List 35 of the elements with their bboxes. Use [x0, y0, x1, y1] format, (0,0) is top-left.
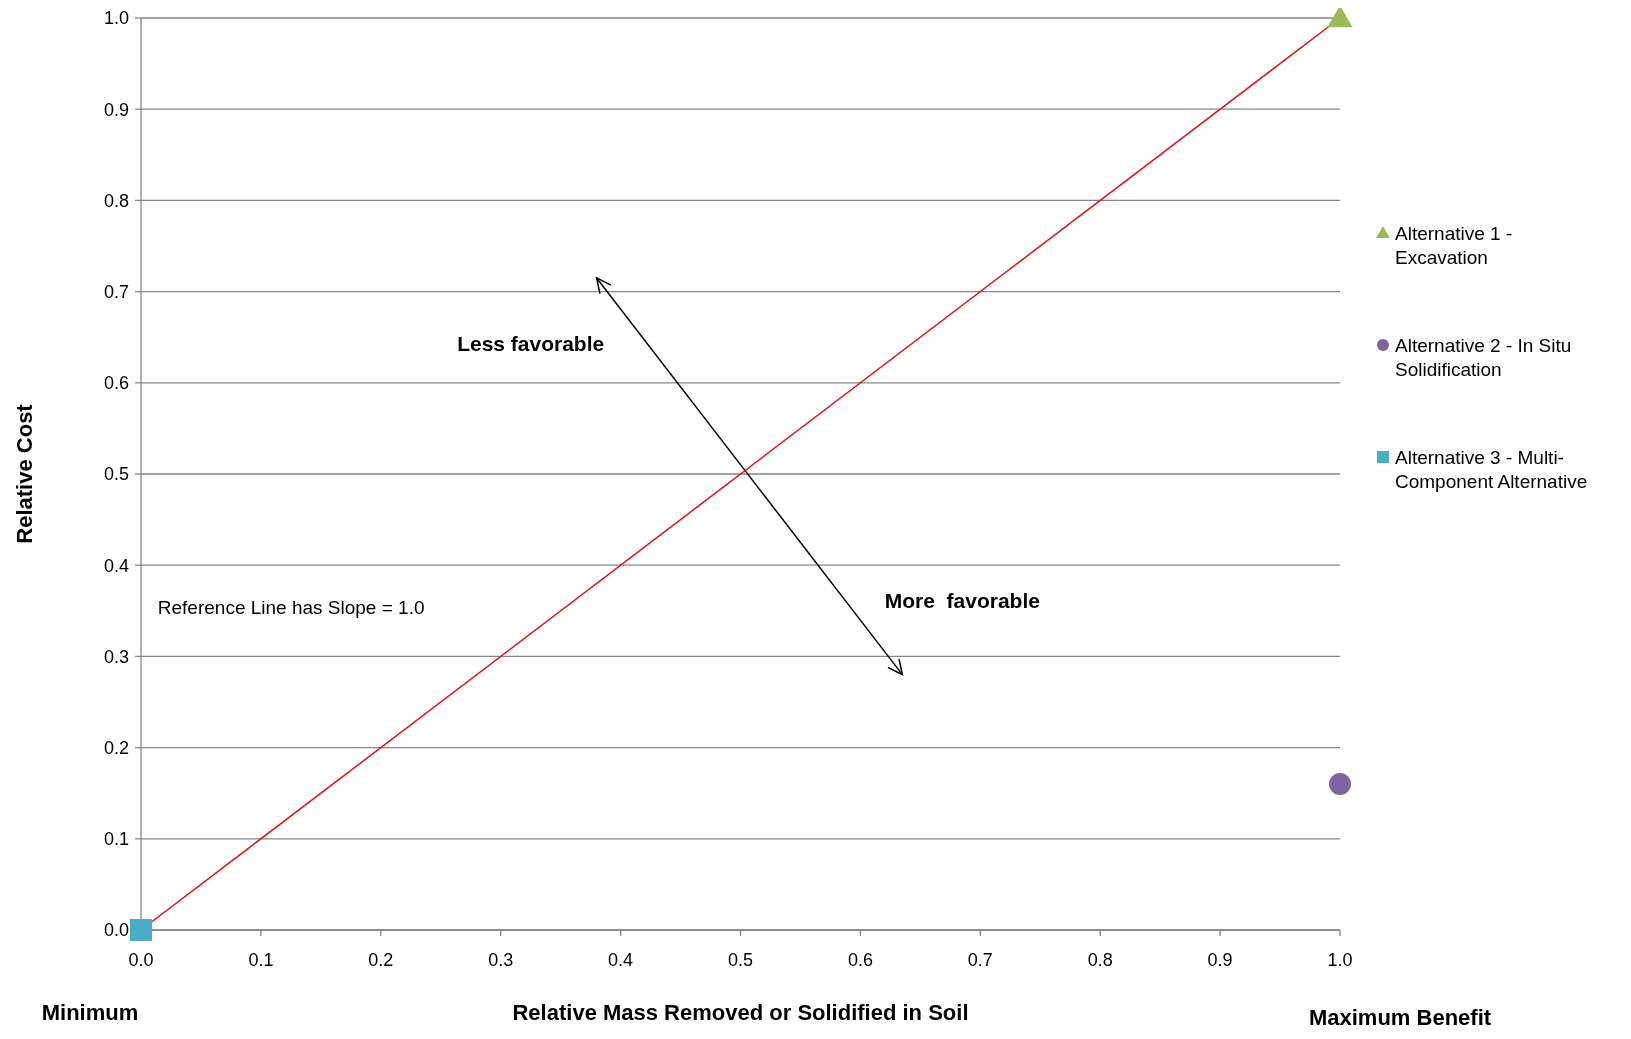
y-axis-title: Relative Cost [12, 403, 37, 544]
annotation: More favorable [884, 589, 1040, 613]
x-tick-label: 0.9 [1207, 950, 1233, 970]
legend-label: Alternative 2 - In Situ Solidification [1395, 334, 1572, 381]
x-tick-label: 0.8 [1087, 950, 1113, 970]
annotation: Less favorable [457, 331, 605, 355]
x-tick-label: 0.7 [967, 950, 993, 970]
point [1329, 773, 1351, 796]
point [130, 919, 152, 941]
y-tick-label: 0.0 [103, 920, 129, 941]
x-tick-label: 0.4 [608, 950, 634, 970]
annotation: Reference Line has Slope = 1.0 [157, 596, 425, 618]
y-tick-label: 0.6 [103, 373, 129, 394]
y-tick-label: 0.9 [103, 99, 129, 120]
y-tick-label: 0.8 [103, 190, 129, 211]
y-tick-label: 0.7 [103, 281, 129, 302]
x-tick-label: 0.5 [727, 950, 754, 970]
y-tick-label: 0.1 [103, 829, 129, 850]
x-tick-label: 0.2 [368, 950, 394, 970]
x-tick-label: 1.0 [1327, 950, 1353, 970]
x-axis-title: Relative Mass Removed or Solidified in Soil [512, 1000, 969, 1025]
y-tick-label: 0.2 [103, 737, 129, 758]
text: Minimum [41, 1000, 139, 1025]
x-tick-label: 0.3 [488, 950, 514, 970]
y-tick-label: 0.3 [103, 646, 129, 667]
y-tick-label: 0.5 [103, 464, 129, 485]
y-tick-label: 0.4 [103, 555, 129, 576]
point [1327, 8, 1353, 28]
x-tick-label: 0.0 [128, 950, 154, 970]
y-tick-label: 1.0 [103, 8, 129, 29]
x-tick-label: 0.1 [248, 950, 274, 970]
legend-label: Alternative 1 - Excavation [1395, 222, 1513, 269]
legend-label: Alternative 3 - Multi-Component Alternative [1395, 446, 1588, 493]
text: Maximum Benefit [1308, 1005, 1492, 1030]
x-tick-label: 0.6 [847, 950, 873, 970]
